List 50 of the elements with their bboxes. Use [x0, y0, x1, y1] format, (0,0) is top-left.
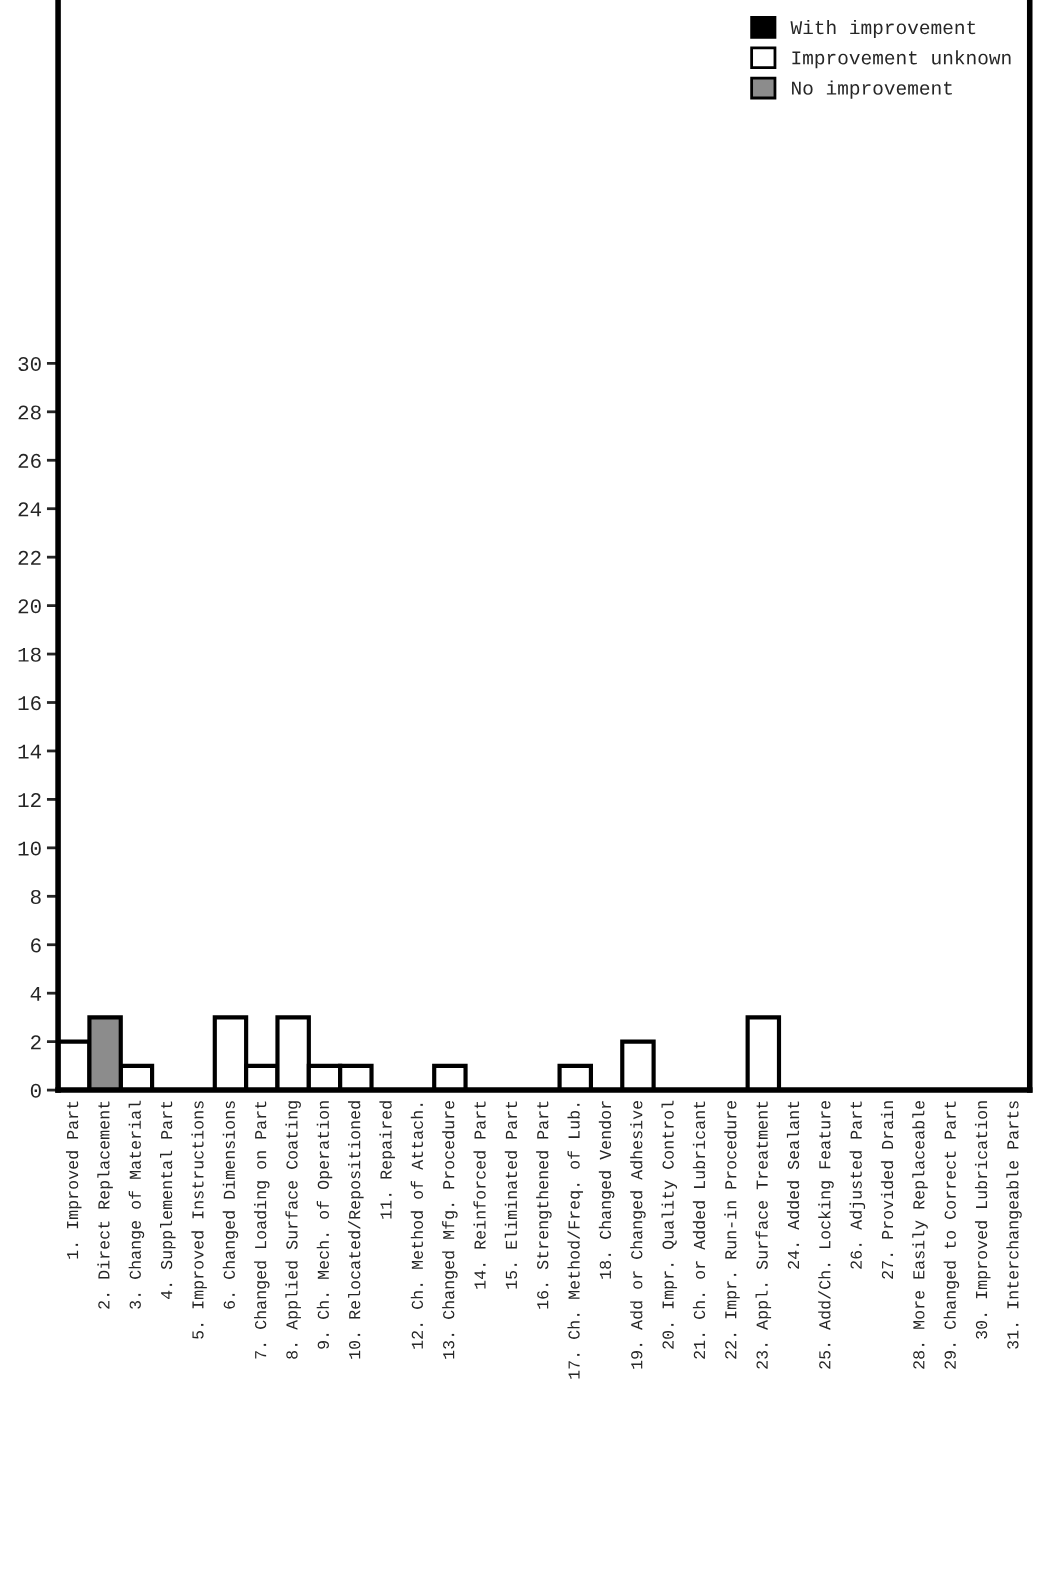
x-tick-label: 25. Add/Ch. Locking Feature — [818, 1100, 834, 1369]
x-tick-label: 27. Provided Drain — [880, 1101, 894, 1279]
y-tick-label: 26 — [18, 453, 41, 469]
x-tick-label: 3. Change of Material — [128, 1100, 145, 1309]
y-tick-label: 20 — [18, 599, 41, 614]
y-tick-label: 14 — [18, 744, 42, 759]
y-tick-label: 6 — [31, 938, 41, 953]
y-tick-label: 22 — [18, 550, 41, 565]
y-tick-label: 18 — [18, 647, 41, 662]
y-tick-label: 28 — [18, 405, 41, 420]
x-tick-label: 4. Supplemental Part — [160, 1101, 176, 1300]
x-tick-label: 23. Appl. Surface Treatment — [755, 1101, 772, 1369]
y-tick-label: 16 — [18, 696, 41, 711]
x-tick-label: 13. Changed Mfg. Procedure — [442, 1100, 458, 1359]
x-tick-label: 16. Strengthened Part — [536, 1101, 552, 1309]
x-tick-label: 31. Interchangeable Parts — [1006, 1101, 1022, 1349]
x-tick-label: 19. Add or Changed Adhesive — [630, 1100, 646, 1369]
x-tick-label: 1. Improved Part — [65, 1101, 82, 1259]
x-tick-label: 17. Ch. Method/Freq. of Lub. — [567, 1103, 584, 1379]
x-tick-label: 21. Ch. or Added Lubricant — [692, 1101, 706, 1359]
x-tick-label: 8. Applied Surface Coating — [285, 1101, 301, 1359]
y-tick-label: 30 — [18, 356, 41, 372]
legend-label: Improvement unknown — [792, 50, 1011, 69]
y-tick-label: 4 — [30, 987, 42, 1001]
x-tick-label: 14. Reinforced Part — [473, 1101, 486, 1289]
y-tick-label: 12 — [18, 793, 41, 807]
x-tick-label: 10. Relocated/Repositioned — [348, 1101, 364, 1359]
y-tick-label: 8 — [30, 889, 41, 905]
x-tick-label: 7. Changed Loading on Part — [254, 1101, 270, 1359]
x-tick-label: 24. Added Sealant — [786, 1101, 800, 1269]
legend-label: No improvement — [792, 80, 952, 99]
x-tick-label: 22. Impr. Run-in Procedure — [724, 1100, 740, 1359]
x-tick-label: 2. Direct Replacement — [97, 1101, 113, 1309]
x-tick-label: 9. Ch. Mech. of Operation — [316, 1101, 333, 1349]
x-tick-label: 28. More Easily Replaceable — [912, 1100, 928, 1369]
legend-label: With improvement — [790, 19, 976, 39]
x-tick-label: 29. Changed to Correct Part — [943, 1101, 960, 1369]
x-tick-label: 5. Improved Instructions — [191, 1101, 207, 1339]
y-tick-label: 2 — [31, 1035, 41, 1050]
x-tick-label: 20. Impr. Quality Control — [661, 1100, 678, 1349]
y-tick-label: 24 — [18, 502, 42, 517]
x-tick-label: 12. Ch. Method of Attach. — [410, 1103, 424, 1349]
y-tick-label: 10 — [18, 841, 41, 856]
x-tick-label: 6. Changed Dimensions — [222, 1101, 239, 1309]
x-tick-label: 30. Improved Lubrication — [974, 1101, 991, 1339]
x-tick-label: 15. Eliminated Part — [504, 1101, 518, 1289]
y-tick-label: 0 — [30, 1083, 41, 1098]
x-tick-label: 18. Changed Vendor — [598, 1101, 615, 1279]
x-tick-label: 11. Repaired — [379, 1101, 395, 1219]
x-tick-label: 26. Adjusted Part — [849, 1101, 866, 1269]
